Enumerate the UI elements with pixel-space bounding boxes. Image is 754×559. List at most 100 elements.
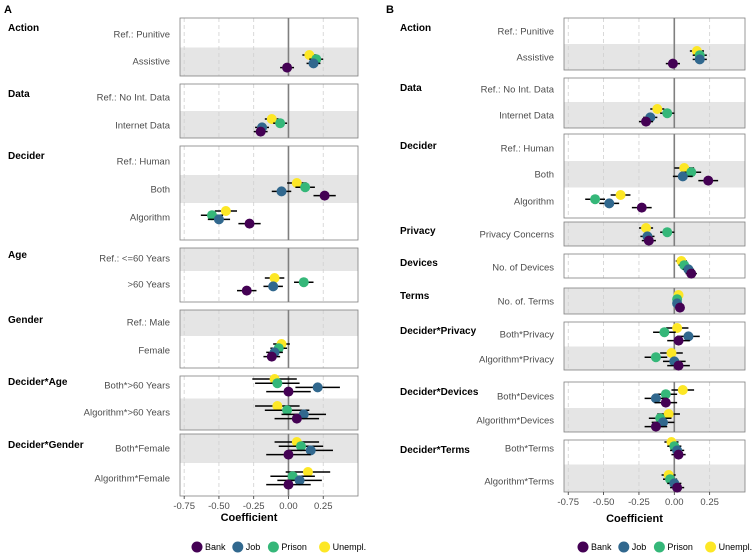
section-decider-gender: Decider*Gender Both*Female Algorithm*Femal…	[8, 433, 359, 497]
section-gender: Gender Ref.: Male Female	[8, 309, 359, 369]
section-frame	[563, 77, 746, 129]
point-estimate	[241, 285, 252, 296]
estimate-bank	[313, 190, 336, 201]
section-title: Age	[8, 250, 27, 261]
point-estimate	[677, 385, 688, 395]
legend-key	[577, 541, 589, 553]
point-estimate	[282, 62, 293, 73]
point-estimate	[295, 441, 306, 452]
row-band-shaded	[180, 434, 358, 463]
estimate-unempl	[660, 348, 683, 358]
estimate-bank	[266, 449, 311, 460]
point-estimate	[672, 323, 683, 333]
section-title: Data	[400, 83, 422, 94]
point-estimate	[298, 277, 309, 288]
row-band-shaded	[180, 175, 358, 203]
point-estimate	[276, 186, 287, 197]
point-estimate	[266, 351, 277, 362]
row-label: Assistive	[517, 53, 554, 64]
legend-key	[618, 541, 630, 553]
section-title: Decider*Devices	[400, 387, 479, 398]
row-label: Ref.: No Int. Data	[481, 85, 555, 96]
panel-label-a: A	[4, 4, 12, 16]
point-estimate	[244, 218, 255, 229]
x-tick-label: -0.75	[557, 497, 579, 508]
estimate-prison	[273, 118, 288, 129]
estimate-prison	[278, 441, 324, 452]
estimate-bank	[274, 413, 320, 424]
row-band-shaded	[564, 44, 745, 70]
section-frame	[179, 433, 359, 497]
estimate-bank	[238, 218, 261, 229]
legend-label: Bank	[591, 542, 612, 552]
point-estimate	[673, 449, 684, 460]
estimate-prison	[653, 327, 676, 338]
row-label: Assistive	[133, 57, 170, 68]
legend: Bank Job Prison Unempl.	[191, 541, 366, 553]
x-tick-label: -0.75	[173, 501, 195, 512]
row-band-shaded	[180, 47, 358, 76]
x-tick-label: 0.25	[700, 497, 719, 508]
point-estimate	[641, 116, 652, 127]
row-band-shaded	[564, 161, 745, 188]
row-label: >60 Years	[127, 280, 170, 291]
point-estimate	[272, 378, 283, 389]
estimate-unempl	[214, 206, 238, 216]
estimate-bank	[280, 62, 295, 73]
row-label: Both	[534, 170, 554, 181]
section-frame	[563, 321, 746, 371]
estimate-bank	[665, 58, 680, 69]
point-estimate	[308, 58, 319, 69]
legend-label: Unempl.	[719, 542, 753, 552]
section-decider-privacy: Decider*Privacy Both*Privacy Algorithm*Pri…	[400, 321, 746, 371]
point-estimate	[666, 348, 677, 358]
x-axis: -0.75 -0.50 -0.25 0.00 0.25 Coefficient	[557, 492, 719, 525]
point-estimate	[615, 190, 626, 200]
point-estimate	[275, 118, 286, 129]
estimate-job	[277, 475, 322, 486]
section-decider-devices: Decider*Devices Both*Devices Algorithm*Dev…	[400, 381, 746, 433]
section-decider: Decider Ref.: Human Both Algorithm	[8, 145, 359, 241]
point-estimate	[272, 401, 283, 411]
section-title: Decider	[400, 141, 437, 152]
section-devices: Devices No. of Devices	[400, 253, 746, 279]
point-estimate	[641, 223, 652, 233]
estimate-bank	[698, 175, 719, 186]
row-label: Algorithm*Privacy	[479, 355, 554, 366]
row-label: Algorithm	[514, 197, 554, 208]
estimate-bank	[253, 126, 268, 137]
estimate-unempl	[650, 104, 665, 114]
point-estimate	[652, 104, 663, 114]
section-title: Action	[400, 23, 431, 34]
row-label: Ref.: <=60 Years	[99, 254, 170, 265]
point-estimate	[255, 126, 266, 137]
section-frame	[563, 439, 746, 493]
section-title: Action	[8, 23, 39, 34]
estimate-job	[599, 198, 620, 209]
legend-label: Prison	[667, 542, 693, 552]
point-estimate	[650, 421, 661, 432]
legend-key	[653, 541, 665, 553]
point-estimate	[659, 327, 670, 338]
row-label: No. of. Terms	[498, 297, 555, 308]
point-estimate	[686, 167, 697, 178]
estimate-bank	[685, 268, 697, 279]
section-frame	[563, 221, 746, 247]
row-label: Ref.: Human	[117, 157, 170, 168]
section-title: Devices	[400, 258, 438, 269]
section-decider-terms: Decider*Terms Both*Terms Algorithm*Terms	[400, 437, 746, 493]
estimate-bank	[667, 360, 690, 371]
x-axis: -0.75 -0.50 -0.25 0.00 0.25 Coefficient	[173, 496, 332, 524]
estimate-unempl	[264, 114, 279, 124]
section-title: Decider*Terms	[400, 445, 470, 456]
section-title: Privacy	[400, 226, 436, 237]
section-action: Action Ref.: Punitive Assistive	[8, 17, 359, 77]
section-frame	[179, 247, 359, 303]
x-tick-label: -0.50	[208, 501, 230, 512]
legend-label: Job	[246, 542, 261, 552]
point-estimate	[636, 202, 647, 213]
point-estimate	[694, 54, 705, 65]
estimate-job	[295, 382, 340, 393]
point-estimate	[650, 393, 661, 404]
section-frame	[179, 309, 359, 369]
